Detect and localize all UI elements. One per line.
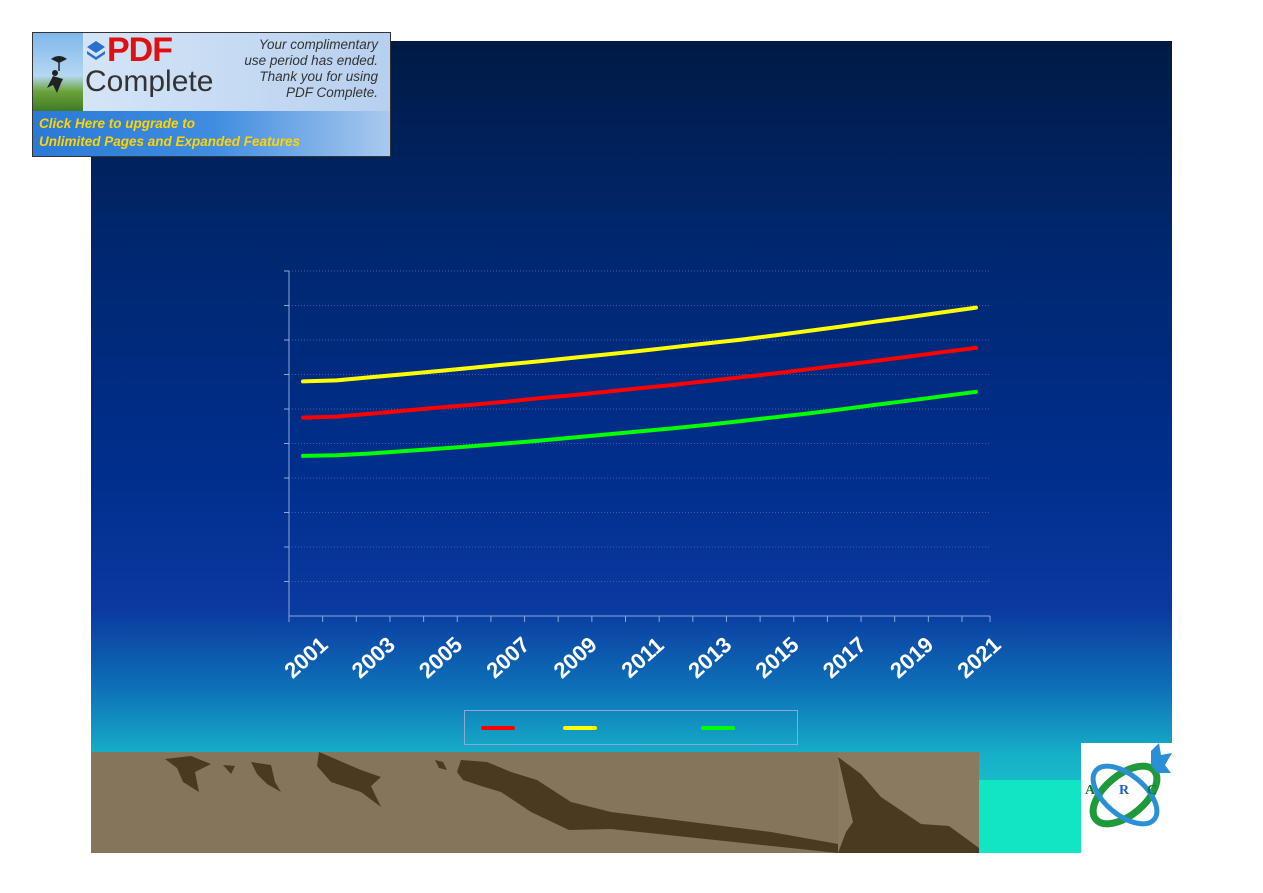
- x-tick-label: 2013: [683, 632, 736, 683]
- x-tick-label: 2015: [751, 632, 804, 683]
- x-tick-label: 2011: [616, 632, 668, 683]
- ground-silhouette: [91, 752, 979, 853]
- x-tick-label: 2021: [952, 632, 1005, 683]
- x-tick-label: 2007: [481, 632, 534, 683]
- series-line-1: [301, 345, 978, 420]
- x-tick-label: 2017: [818, 632, 871, 683]
- series-lines: [301, 305, 978, 458]
- trial-message-line: Thank you for using: [259, 69, 378, 84]
- upgrade-line[interactable]: Unlimited Pages and Expanded Features: [39, 134, 301, 149]
- x-tick-labels: 2001 2003 2005 2007 2009 2011 2013 2015 2017 2019…: [279, 632, 1005, 683]
- trial-message: Your complimentary use period has ended.…: [213, 37, 378, 101]
- slide-background: 2001 2003 2005 2007 2009 2011 2013 2015 2017 2019…: [91, 41, 1172, 853]
- water-strip: [979, 780, 1081, 853]
- logo-letter-a: A: [1085, 783, 1096, 798]
- complete-logo-text: Complete: [85, 65, 214, 98]
- pdf-complete-banner[interactable]: PDF Complete Your complimentary use peri…: [32, 32, 391, 157]
- trial-message-line: Your complimentary: [258, 37, 378, 52]
- arc-logo: A R C: [1081, 743, 1172, 853]
- axes: [284, 270, 991, 622]
- x-tick-label: 2003: [347, 632, 400, 683]
- layers-icon: [87, 41, 105, 60]
- logo-letter-c: C: [1147, 783, 1158, 798]
- upgrade-line[interactable]: Click Here to upgrade to: [39, 116, 196, 131]
- series-line-2: [301, 305, 978, 384]
- upgrade-text[interactable]: Click Here to upgrade to Unlimited Pages…: [39, 115, 300, 151]
- series-line-3: [301, 389, 978, 458]
- trial-message-line: use period has ended.: [244, 53, 378, 68]
- line-chart: 2001 2003 2005 2007 2009 2011 2013 2015 2017 2019…: [279, 270, 1006, 683]
- logo-letter-r: R: [1119, 783, 1130, 798]
- x-tick-label: 2001: [279, 632, 332, 683]
- trial-message-line: PDF Complete.: [285, 85, 378, 100]
- chart-legend: [464, 710, 798, 745]
- pdf-logo-text: PDF: [107, 31, 173, 69]
- x-tick-label: 2009: [549, 632, 602, 683]
- jumping-man-image: [33, 33, 83, 111]
- banner-top: PDF Complete Your complimentary use peri…: [33, 33, 390, 111]
- grid-lines: [289, 270, 990, 582]
- upgrade-link[interactable]: Click Here to upgrade to Unlimited Pages…: [33, 111, 390, 156]
- x-tick-label: 2005: [414, 632, 467, 683]
- x-tick-label: 2019: [885, 632, 938, 683]
